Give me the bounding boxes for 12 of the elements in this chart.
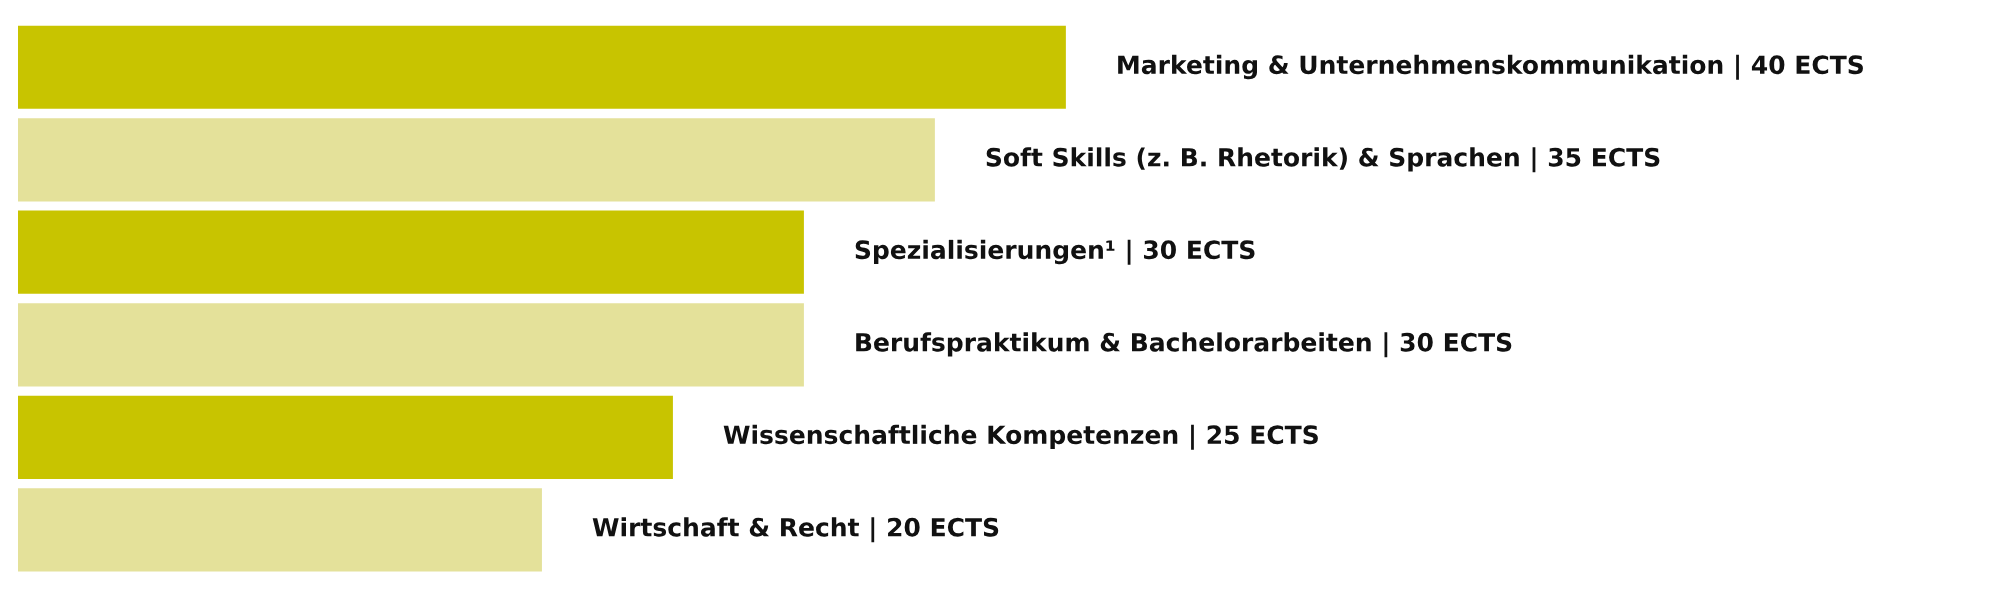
bar	[18, 210, 804, 294]
bar	[18, 25, 1066, 109]
bar	[18, 118, 935, 202]
data-label: Spezialisierungen¹ | 30 ECTS	[855, 239, 1255, 265]
data-label: Berufspraktikum & Bachelorarbeiten | 30 ECTS	[856, 332, 1512, 358]
data-label: Marketing & Unternehmenskommunikation | 40 ECTS	[1118, 54, 1863, 80]
bar	[18, 303, 804, 387]
data-label: Soft Skills (z. B. Rhetorik) & Sprachen | 35 ECTS	[986, 147, 1660, 173]
bar	[18, 488, 542, 572]
bar	[18, 395, 673, 479]
data-label: Wirtschaft & Recht | 20 ECTS	[592, 517, 999, 543]
data-label: Wissenschaftliche Kompetenzen | 25 ECTS	[723, 424, 1318, 450]
